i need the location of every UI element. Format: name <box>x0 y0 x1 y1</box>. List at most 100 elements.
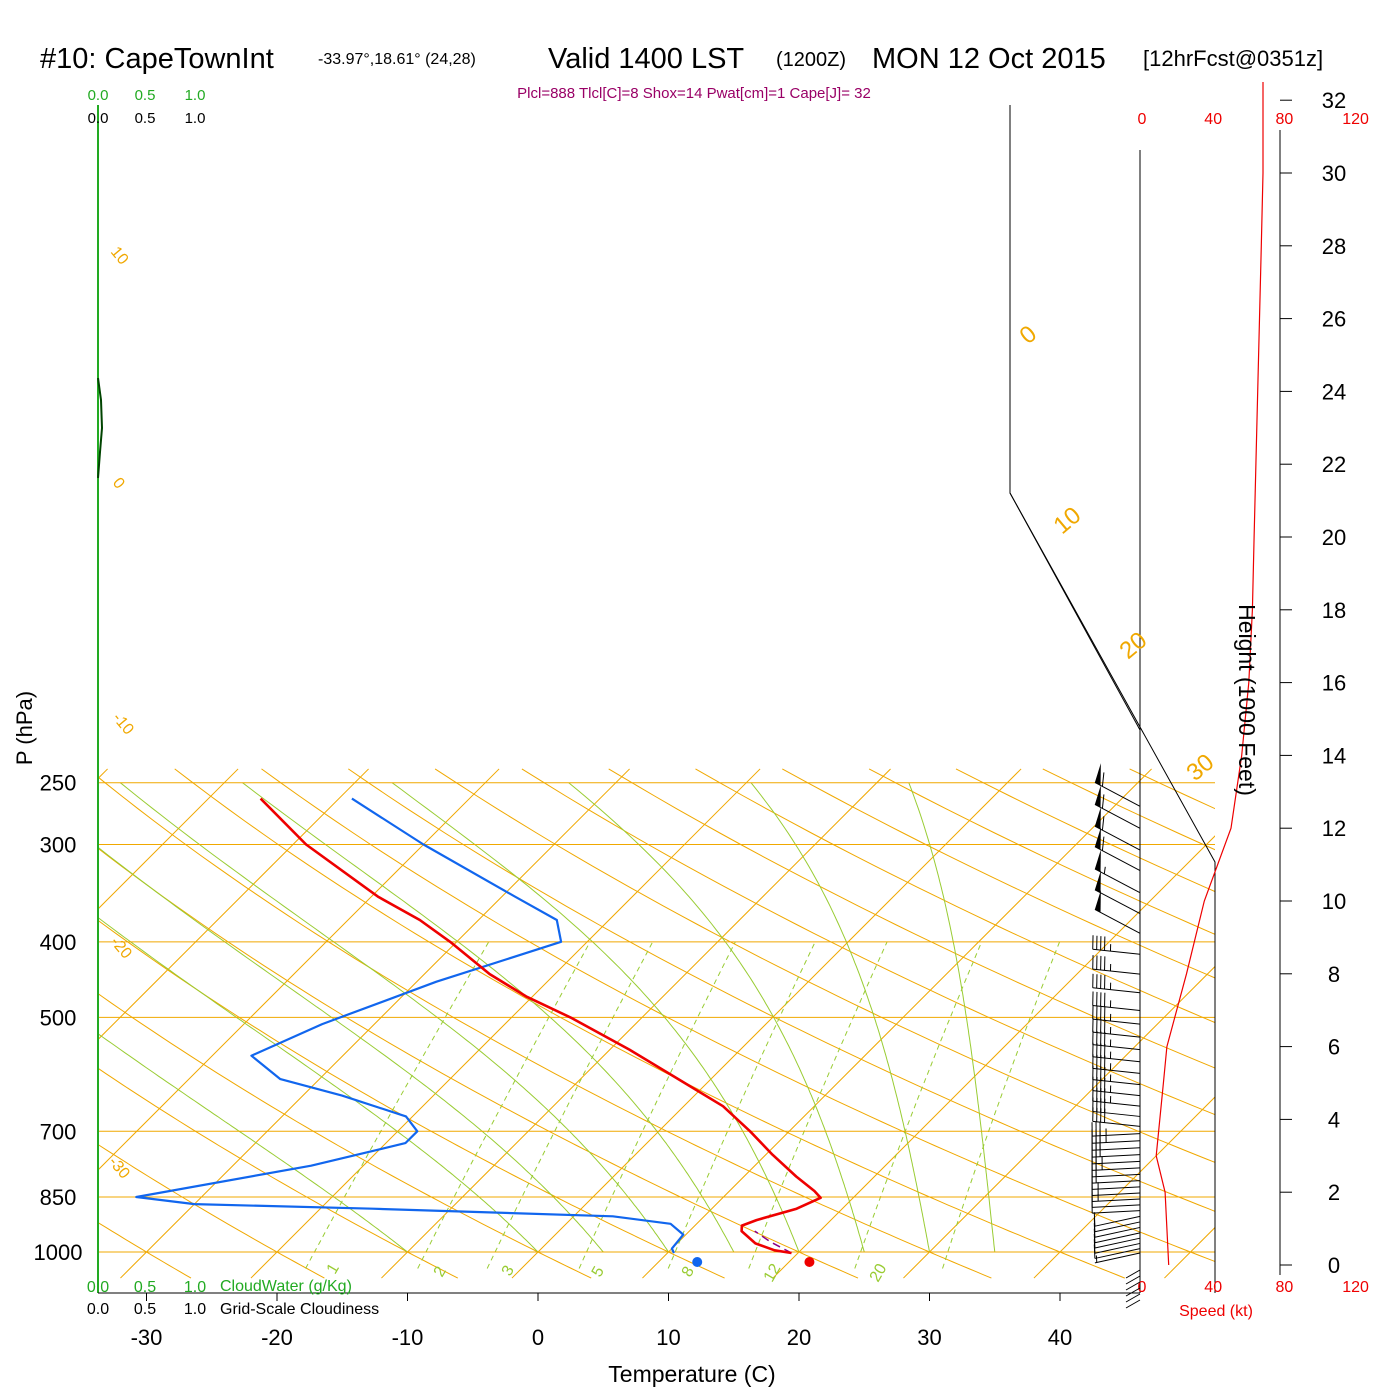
height-tick-label: 12 <box>1322 816 1346 841</box>
wind-barb-staff <box>1094 1242 1141 1254</box>
wind-barb <box>1092 1076 1141 1097</box>
height-tick-label: 22 <box>1322 452 1346 477</box>
dry-adiabat-line <box>608 768 1215 1069</box>
cloudwater-legend: CloudWater (g/Kg) <box>220 1278 352 1295</box>
height-tick-label: 26 <box>1322 307 1346 332</box>
height-tick-label: 8 <box>1328 962 1340 987</box>
mixing-ratio-label: 12 <box>761 1261 785 1285</box>
wind-barb-staff <box>1094 825 1141 851</box>
wind-barb-flag <box>1094 763 1101 786</box>
wind-barb <box>1092 935 1141 955</box>
dry-adiabat-line <box>348 768 1215 1212</box>
p-tick-label: 250 <box>40 771 77 796</box>
wind-barb <box>1091 1121 1141 1137</box>
wind-barb-staff <box>1092 1210 1141 1214</box>
wind-barb <box>1094 1252 1141 1264</box>
wind-barb <box>1094 870 1141 915</box>
x-tick-label: 0 <box>532 1325 544 1350</box>
wind-barb-flag <box>1094 806 1101 830</box>
cloudiness-tick-bottom: 1.0 <box>184 1301 206 1318</box>
isotherm-line <box>120 768 630 1279</box>
wind-barb-staff <box>1092 1110 1141 1117</box>
p-tick-label: 700 <box>40 1119 77 1144</box>
x-tick-label: -30 <box>131 1325 163 1350</box>
wind-barb-staff <box>1094 1232 1141 1244</box>
wind-barb-staff <box>1094 908 1141 934</box>
x-tick-label: 20 <box>787 1325 811 1350</box>
stability-indices: Plcl=888 Tlcl[C]=8 Shox=14 Pwat[cm]=1 Ca… <box>517 85 871 102</box>
height-tick-label: 6 <box>1328 1035 1340 1060</box>
isotherm-line <box>772 835 1215 1279</box>
wind-barb <box>1092 1097 1141 1117</box>
isotherm-label: -20 <box>107 934 135 963</box>
dry-adiabat-line <box>695 768 1215 1024</box>
wind-barb-staff <box>1094 1252 1141 1264</box>
wind-barb-staff <box>1094 846 1141 871</box>
dry-adiabat-line <box>98 993 592 1279</box>
dry-adiabat-line <box>98 776 992 1279</box>
cloudiness-tick-top: 0.0 <box>88 110 109 127</box>
x-tick-label: 30 <box>917 1325 941 1350</box>
wind-barb <box>1094 785 1141 829</box>
mixing-ratio-line <box>854 941 983 1269</box>
wind-barb <box>1094 763 1141 807</box>
wind-barb <box>1092 991 1141 1012</box>
wind-barb <box>1093 1212 1141 1227</box>
dry-adiabat-line <box>98 919 725 1279</box>
wind-barb <box>1092 1087 1141 1107</box>
mixing-ratio-line <box>667 941 816 1269</box>
p-tick-label: 500 <box>40 1005 77 1030</box>
dewpoint-line <box>135 797 685 1254</box>
wind-barb-staff <box>1092 1147 1141 1151</box>
wind-barb-staff <box>1092 1044 1141 1051</box>
speed-tick-label-top: 120 <box>1342 111 1369 128</box>
moist-adiabat-line <box>98 916 539 1253</box>
wind-barb-flag <box>1094 890 1101 913</box>
y-axis-title: P (hPa) <box>12 691 37 765</box>
wind-barb-feather <box>1101 816 1105 831</box>
height-tick-label: 16 <box>1322 671 1346 696</box>
wind-barb-staff <box>1092 1140 1141 1144</box>
cloudiness-tick-top: 1.0 <box>185 110 206 127</box>
wind-barb-staff <box>1092 1198 1141 1202</box>
isotherm-label: 0 <box>109 475 128 493</box>
wind-barb <box>1094 890 1141 934</box>
cloudwater-trace <box>97 377 104 479</box>
valid-date: MON 12 Oct 2015 <box>872 43 1106 75</box>
isotherm-label: 10 <box>107 244 132 269</box>
cloudiness-tick-bottom: 0.0 <box>87 1301 109 1318</box>
moist-adiabat-line <box>98 846 604 1253</box>
wind-barb-staff <box>1094 1248 1141 1259</box>
isotherm-line <box>642 768 1152 1279</box>
wind-barb-staff <box>1094 889 1141 915</box>
wind-barb-staff <box>1092 1018 1141 1025</box>
height-tick-label: 2 <box>1328 1180 1340 1205</box>
dry-adiabat-line <box>98 1221 192 1279</box>
wind-barb-staff <box>1092 1180 1141 1184</box>
wind-speed-line <box>1155 82 1264 1266</box>
dry-adiabat-line <box>98 1067 459 1279</box>
x-tick-label: 40 <box>1048 1325 1072 1350</box>
cloudwater-tick-top: 1.0 <box>185 87 206 104</box>
height-tick-label: 10 <box>1322 889 1346 914</box>
dry-adiabat-line <box>434 768 1215 1163</box>
sounding-profiles <box>97 82 1264 1267</box>
wind-barb-staff <box>1094 1221 1141 1233</box>
mixing-ratio-label: 2 <box>431 1264 450 1280</box>
speed-axis-title: Speed (kt) <box>1179 1303 1253 1320</box>
surface-wind-stroke <box>1125 1299 1141 1309</box>
wind-barb-staff <box>1092 987 1141 994</box>
isotherm-line <box>1033 1096 1215 1279</box>
mixing-ratio-line <box>305 941 490 1269</box>
wind-barb-feather <box>1101 794 1105 809</box>
surface-wind-stroke <box>1125 1287 1141 1297</box>
moist-adiabat-line <box>242 782 735 1253</box>
wind-barb-staff <box>1092 1154 1141 1158</box>
surface-dewpoint-dot <box>692 1257 703 1267</box>
speed-tick-label-bottom: 120 <box>1342 1279 1369 1296</box>
temperature-line <box>259 797 822 1255</box>
y2-axis-title: Height (1000 Feet) <box>1234 604 1260 796</box>
wind-barb-flag <box>1094 785 1101 808</box>
wind-barb-staff <box>1092 1067 1141 1074</box>
isotherm-line <box>250 768 761 1279</box>
